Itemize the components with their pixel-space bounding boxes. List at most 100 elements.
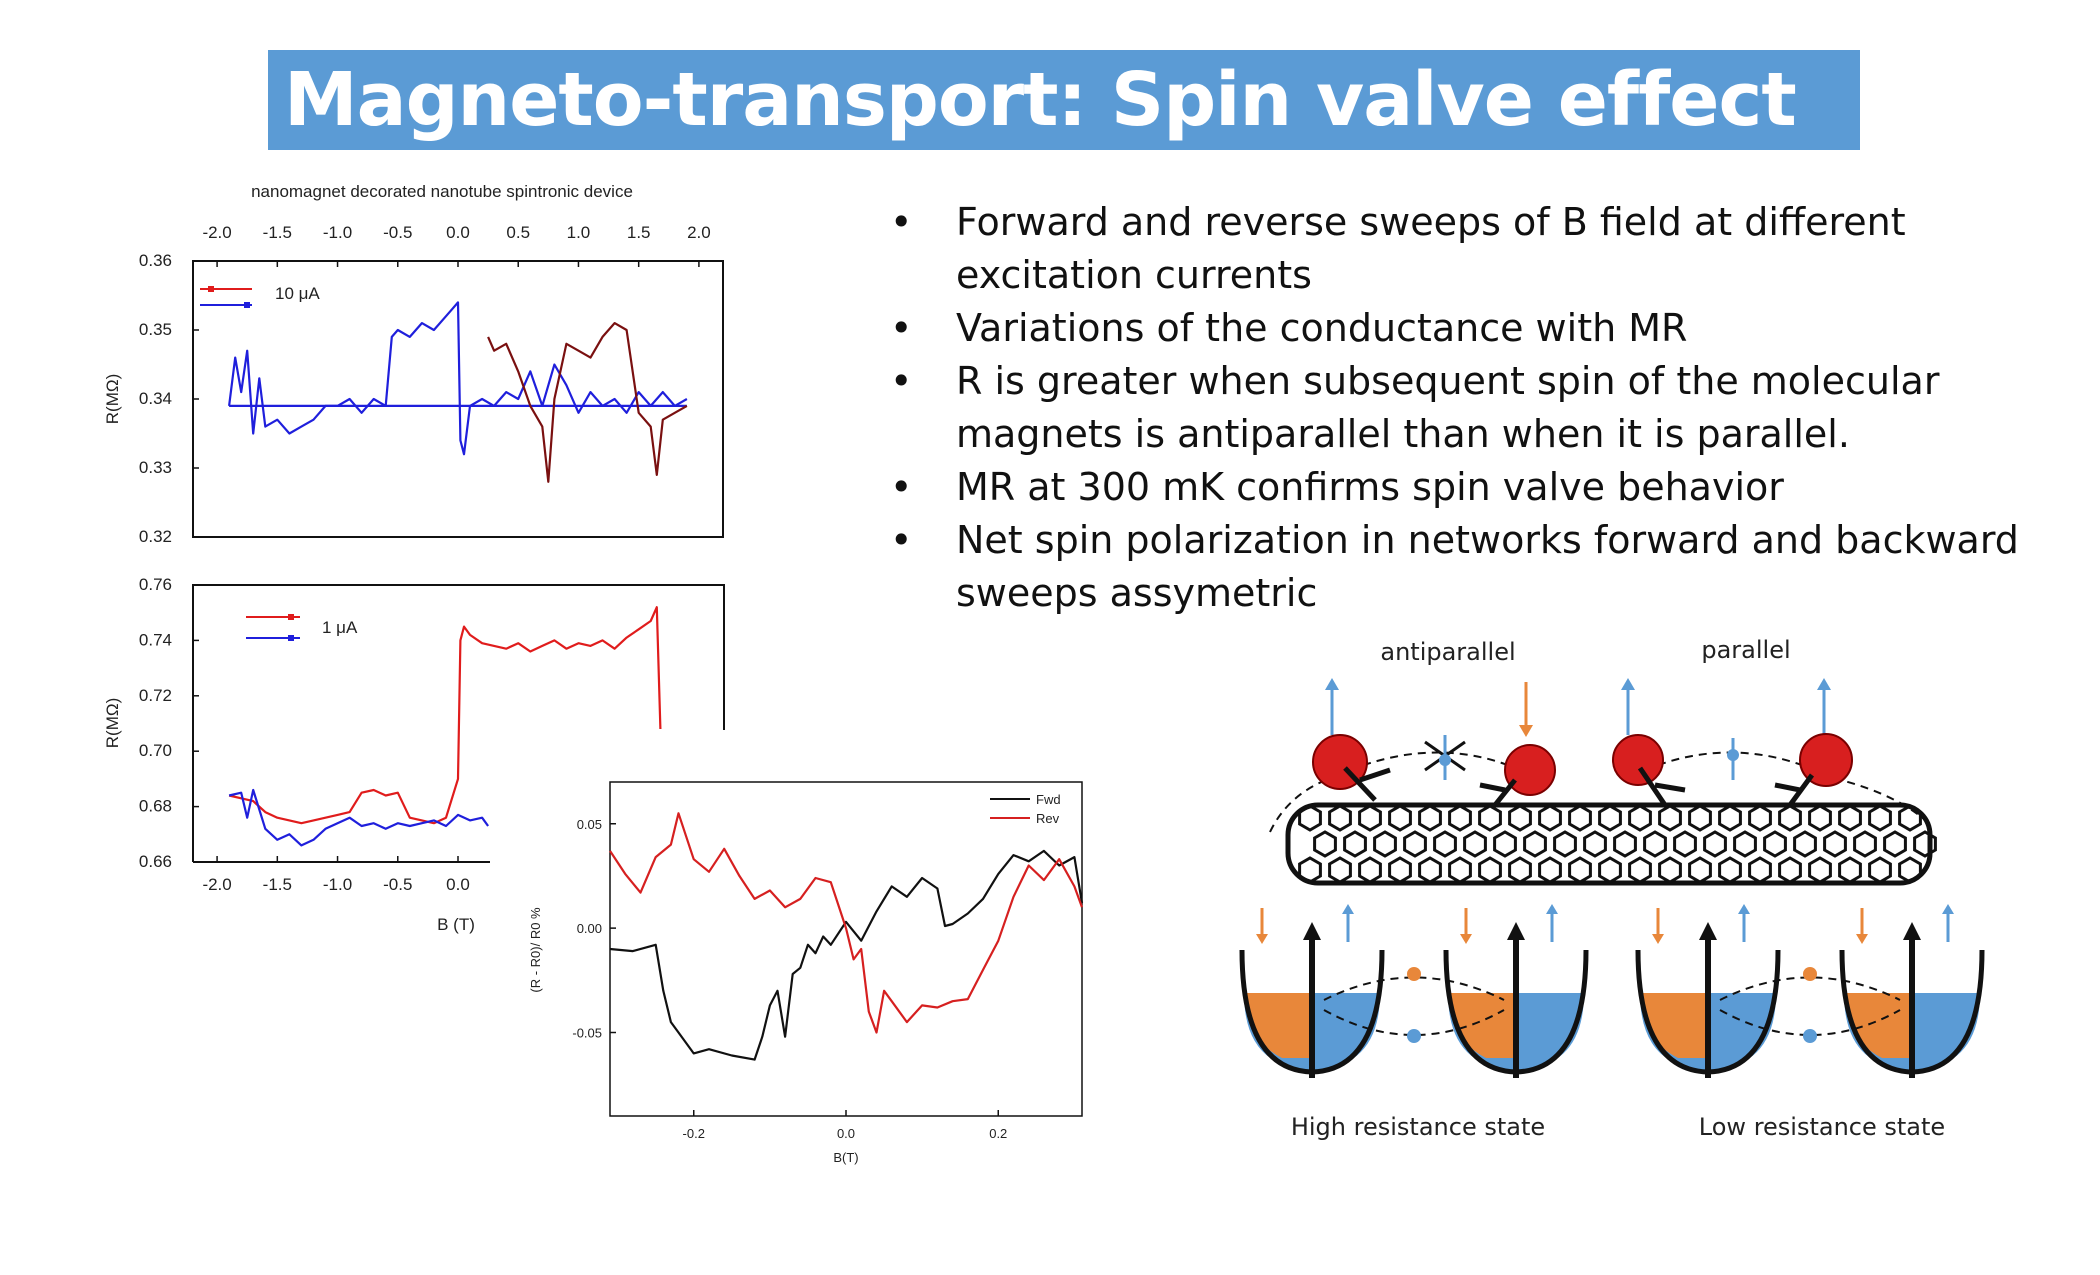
x-tick-label: -0.5 bbox=[383, 875, 412, 894]
y-tick-label: 0.32 bbox=[139, 527, 172, 546]
spin-valve-diagram: antiparallel parallel bbox=[1239, 636, 1985, 1141]
y-tick-label: 0.36 bbox=[139, 251, 172, 270]
x-tick-label: -1.0 bbox=[323, 223, 352, 242]
hex-cell bbox=[1358, 856, 1382, 884]
series-line-0 bbox=[228, 301, 688, 456]
hex-cell bbox=[1328, 856, 1352, 884]
hex-cell bbox=[1838, 856, 1862, 884]
linker bbox=[1637, 766, 1815, 807]
bullet-text: Net spin polarization in networks forwar… bbox=[956, 518, 2019, 615]
bullet-text: R is greater when subsequent spin of the… bbox=[956, 359, 1940, 456]
bullet-item: • Net spin polarization in networks forwa… bbox=[890, 514, 2070, 620]
chart-10ua-ylabel: R(MΩ) bbox=[103, 374, 122, 424]
chart-1ua-legend: 1 μA bbox=[246, 614, 358, 641]
bullet-text: Forward and reverse sweeps of B field at… bbox=[956, 200, 1906, 297]
y-tick-label: -0.05 bbox=[572, 1026, 602, 1041]
hex-cell bbox=[1568, 804, 1592, 832]
electron-dot bbox=[1803, 967, 1817, 981]
hex-cell bbox=[1898, 856, 1922, 884]
arrow-head bbox=[1817, 678, 1831, 690]
y-tick-label: 0.34 bbox=[139, 389, 172, 408]
x-tick-label: -0.2 bbox=[683, 1126, 705, 1141]
label-antiparallel: antiparallel bbox=[1380, 638, 1515, 666]
hex-cell bbox=[1523, 830, 1547, 858]
hex-cell bbox=[1538, 804, 1562, 832]
top-spin-arrows bbox=[1325, 678, 1831, 737]
bullet-text: MR at 300 mK confirms spin valve behavio… bbox=[956, 465, 1784, 509]
x-tick-label: -2.0 bbox=[202, 875, 231, 894]
hex-cell bbox=[1478, 856, 1502, 884]
hex-cell bbox=[1538, 856, 1562, 884]
y-tick-label: 0.70 bbox=[139, 741, 172, 760]
series-line-0 bbox=[609, 849, 1084, 1061]
series-line-2 bbox=[487, 322, 688, 483]
hex-cell bbox=[1883, 830, 1907, 858]
nanotube-body bbox=[1285, 802, 1933, 886]
hex-cell bbox=[1703, 830, 1727, 858]
hex-cell bbox=[1898, 804, 1922, 832]
exchange-path bbox=[1269, 774, 1341, 833]
electron-dot bbox=[1407, 967, 1421, 981]
nanomagnet bbox=[1799, 733, 1853, 787]
hex-cell bbox=[1673, 830, 1697, 858]
chart-10ua-legend-label: 10 μA bbox=[275, 284, 320, 303]
electron-dot bbox=[1803, 1029, 1817, 1043]
bullet-symbol: • bbox=[890, 359, 913, 403]
dos-cup bbox=[1839, 904, 1985, 1078]
hex-cell bbox=[1508, 856, 1532, 884]
hex-cell bbox=[1748, 804, 1772, 832]
chart-mr-frame bbox=[609, 781, 1083, 1117]
hex-cell bbox=[1658, 804, 1682, 832]
hex-cell bbox=[1448, 856, 1472, 884]
arrow-head bbox=[1325, 678, 1339, 690]
hex-cell bbox=[1808, 856, 1832, 884]
hex-cell bbox=[1808, 804, 1832, 832]
electron-dot bbox=[1407, 1029, 1421, 1043]
x-tick-label: 1.0 bbox=[567, 223, 591, 242]
x-tick-label: 2.0 bbox=[687, 223, 711, 242]
hex-cell bbox=[1433, 830, 1457, 858]
dos-cups bbox=[1239, 904, 1985, 1078]
bullet-text: Variations of the conductance with MR bbox=[956, 306, 1688, 350]
x-tick-label: 0.0 bbox=[446, 875, 470, 894]
nanomagnet bbox=[1612, 734, 1664, 786]
chart-1ua-frame bbox=[192, 584, 725, 862]
x-tick-label: 1.5 bbox=[627, 223, 651, 242]
dos-cup bbox=[1239, 904, 1385, 1078]
series-line-1 bbox=[228, 788, 489, 847]
hex-cell bbox=[1868, 804, 1892, 832]
hex-cell bbox=[1613, 830, 1637, 858]
series-line-0 bbox=[228, 606, 662, 825]
bullet-item: • R is greater when subsequent spin of th… bbox=[890, 355, 2070, 461]
chart-1ua-ylabel: R(MΩ) bbox=[103, 698, 122, 748]
x-tick-label: 0.5 bbox=[506, 223, 530, 242]
hex-cell bbox=[1718, 804, 1742, 832]
hex-cell bbox=[1598, 804, 1622, 832]
x-tick-label: 0.2 bbox=[989, 1126, 1007, 1141]
chart-1ua: -2.0 -1.5 -1.0 -0.5 0.0 0.76 0.74 0.72 0.70 0.68 0… bbox=[103, 575, 725, 934]
carbon-nanotube bbox=[1269, 751, 1937, 886]
hex-cell bbox=[1853, 830, 1877, 858]
arrow-head bbox=[1621, 678, 1635, 690]
arrow-head bbox=[1256, 934, 1268, 944]
chart-10ua-legend: 10 μA bbox=[200, 284, 320, 308]
x-tick-label: -2.0 bbox=[202, 223, 231, 242]
hex-cell bbox=[1508, 804, 1532, 832]
arrow-head bbox=[1738, 904, 1750, 914]
series-line-1 bbox=[609, 812, 1084, 1034]
linker bbox=[1343, 766, 1517, 807]
hex-cell bbox=[1493, 830, 1517, 858]
arrow-head bbox=[1903, 922, 1921, 940]
arrow-head bbox=[1303, 922, 1321, 940]
arrow-head bbox=[1342, 904, 1354, 914]
legend-fwd-label: Fwd bbox=[1036, 792, 1061, 807]
hex-cell bbox=[1478, 804, 1502, 832]
bullet-symbol: • bbox=[890, 465, 913, 509]
hex-cell bbox=[1373, 830, 1397, 858]
hex-cell bbox=[1628, 804, 1652, 832]
bullet-symbol: • bbox=[890, 518, 913, 562]
electron-dot bbox=[1727, 749, 1739, 761]
y-tick-label: 0.05 bbox=[577, 817, 602, 832]
legend-marker-blue bbox=[288, 635, 294, 641]
